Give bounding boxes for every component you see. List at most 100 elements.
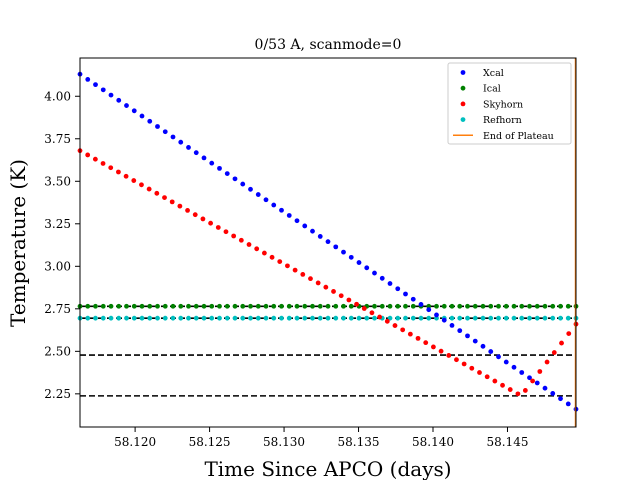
skyhorn-point xyxy=(116,169,121,175)
skyhorn-point xyxy=(346,297,352,303)
refhorn-point xyxy=(116,315,122,321)
xcal-point xyxy=(240,181,246,187)
ical-point xyxy=(317,303,323,309)
skyhorn-point xyxy=(361,306,367,311)
xcal-point xyxy=(155,124,160,129)
refhorn-point xyxy=(449,315,455,321)
skyhorn-point xyxy=(438,348,444,354)
skyhorn-point xyxy=(500,382,505,388)
xcal-point xyxy=(255,192,261,197)
refhorn-point xyxy=(372,315,377,321)
refhorn-point xyxy=(193,315,199,321)
skyhorn-point xyxy=(85,152,91,158)
refhorn-point xyxy=(240,315,246,321)
ical-point xyxy=(279,303,284,309)
refhorn-point xyxy=(108,315,114,321)
ical-point xyxy=(124,303,129,309)
x-tick-label: 58.120 xyxy=(114,435,156,449)
legend-label: End of Plateau xyxy=(483,131,554,142)
y-tick-label: 2.50 xyxy=(44,344,71,358)
refhorn-point xyxy=(263,315,269,321)
xcal-point xyxy=(542,385,548,391)
y-tick-label: 2.75 xyxy=(44,302,71,316)
ical-point xyxy=(449,303,455,309)
chart-title: 0/53 A, scanmode=0 xyxy=(255,37,402,53)
xcal-point xyxy=(534,380,540,386)
ical-point xyxy=(496,303,501,309)
x-axis-ticks: 58.120 58.125 58.130 58.135 58.140 58.145 xyxy=(114,427,528,449)
skyhorn-point xyxy=(492,378,498,384)
xcal-point xyxy=(116,97,122,103)
ical-point xyxy=(457,303,463,309)
refhorn-point xyxy=(286,315,292,321)
skyhorn-point xyxy=(415,335,421,341)
refhorn-point xyxy=(341,315,346,321)
xcal-point xyxy=(449,322,455,328)
refhorn-point xyxy=(387,315,393,321)
xcal-point xyxy=(178,139,184,145)
ical-point xyxy=(240,303,246,309)
refhorn-point xyxy=(162,315,168,321)
skyhorn-point xyxy=(431,344,436,350)
ical-point xyxy=(248,303,253,309)
xcal-point xyxy=(527,375,532,381)
refhorn-point xyxy=(480,315,486,321)
legend-dot-marker xyxy=(460,85,466,91)
xcal-point xyxy=(108,92,114,98)
ical-point xyxy=(348,303,354,309)
x-tick-label: 58.135 xyxy=(338,435,380,449)
refhorn-point xyxy=(232,315,238,321)
refhorn-point xyxy=(170,315,176,321)
skyhorn-point xyxy=(223,229,229,235)
xcal-point xyxy=(465,333,470,339)
ical-point xyxy=(271,303,277,309)
xcal-point xyxy=(550,391,556,396)
skyhorn-point xyxy=(261,250,267,256)
legend-label: Refhorn xyxy=(483,115,522,126)
skyhorn-point xyxy=(154,190,160,196)
skyhorn-point xyxy=(92,156,98,162)
ical-point xyxy=(325,303,331,309)
x-tick-label: 58.140 xyxy=(412,435,454,449)
skyhorn-point xyxy=(515,391,521,397)
plot-frame xyxy=(79,57,577,428)
skyhorn-point xyxy=(169,199,175,205)
ical-point xyxy=(224,303,230,309)
skyhorn-point xyxy=(146,186,152,192)
ical-point xyxy=(201,303,207,309)
refhorn-point xyxy=(139,315,145,321)
skyhorn-point xyxy=(231,233,237,239)
xcal-point xyxy=(186,145,191,150)
ical-point xyxy=(472,303,478,309)
skyhorn-point xyxy=(446,353,452,358)
refhorn-point xyxy=(186,315,191,321)
ical-point xyxy=(131,303,137,309)
legend-dot-marker xyxy=(460,101,466,107)
y-tick-label: 2.25 xyxy=(44,387,71,401)
xcal-point xyxy=(93,82,98,88)
skyhorn-point xyxy=(300,271,306,277)
refhorn-point xyxy=(131,315,137,321)
xcal-point xyxy=(294,218,300,224)
xcal-point xyxy=(317,234,323,239)
ical-point xyxy=(302,303,308,309)
skyhorn-point xyxy=(522,388,528,393)
refhorn-point xyxy=(279,315,284,321)
xcal-point xyxy=(503,359,509,365)
refhorn-point xyxy=(457,315,463,321)
ical-point xyxy=(170,303,176,309)
ical-point xyxy=(519,303,525,309)
xcal-point xyxy=(410,296,416,302)
legend-label: Ical xyxy=(483,84,501,95)
xcal-point xyxy=(356,260,362,265)
ical-point xyxy=(511,303,517,309)
skyhorn-point xyxy=(559,340,564,346)
skyhorn-point xyxy=(331,289,336,294)
refhorn-point xyxy=(209,315,215,321)
xcal-point xyxy=(193,150,199,156)
skyhorn-point xyxy=(108,165,114,171)
refhorn-point xyxy=(217,315,222,321)
ical-point xyxy=(542,303,548,309)
y-tick-label: 3.00 xyxy=(44,259,71,273)
